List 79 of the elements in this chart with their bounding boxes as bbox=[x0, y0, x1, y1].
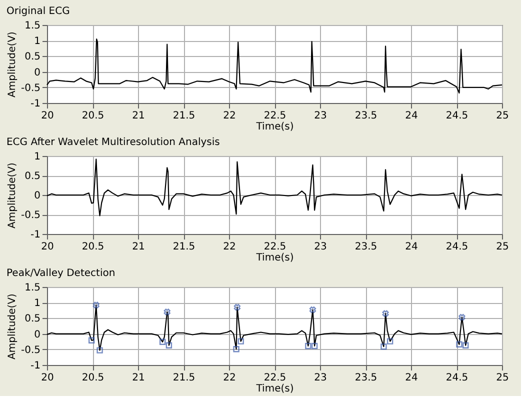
y-tick-label: 0 bbox=[34, 190, 40, 202]
chart-title: Original ECG bbox=[6, 6, 70, 17]
x-tick-label: 21.5 bbox=[172, 242, 196, 252]
x-tick-label: 22 bbox=[223, 242, 236, 252]
x-tick-label: 21 bbox=[132, 110, 145, 122]
point bbox=[92, 302, 100, 308]
x-tick-label: 21.5 bbox=[172, 372, 196, 384]
point bbox=[88, 337, 95, 344]
x-tick-label: 24.5 bbox=[446, 110, 468, 122]
point bbox=[311, 342, 318, 350]
x-tick-label: 20.5 bbox=[82, 110, 104, 122]
x-axis-title: Time(s) bbox=[255, 252, 294, 264]
y-tick-label: 0.5 bbox=[24, 52, 40, 63]
x-tick-label: 21 bbox=[132, 372, 145, 384]
x-axis-title: Time(s) bbox=[255, 384, 294, 394]
point bbox=[238, 338, 244, 344]
chart-title: Peak/Valley Detection bbox=[6, 268, 116, 279]
point bbox=[305, 342, 312, 350]
x-tick-label: 23.5 bbox=[354, 372, 378, 384]
point bbox=[382, 310, 389, 317]
point bbox=[456, 341, 462, 348]
x-tick-label: 23 bbox=[314, 372, 327, 384]
y-tick-label: -1 bbox=[30, 98, 40, 110]
y-axis-title: Amplitude(V) bbox=[6, 293, 18, 360]
x-tick-label: 25 bbox=[496, 242, 509, 252]
point bbox=[380, 343, 387, 350]
point bbox=[234, 304, 240, 311]
y-tick-label: -0.5 bbox=[20, 344, 40, 356]
x-tick-label: 21 bbox=[132, 242, 145, 252]
x-tick-label: 20 bbox=[41, 110, 54, 122]
y-tick-label: 1.5 bbox=[24, 282, 40, 294]
point bbox=[386, 338, 394, 344]
point bbox=[164, 308, 170, 316]
x-tick-label: 24 bbox=[405, 110, 418, 122]
x-tick-label: 24 bbox=[405, 372, 418, 384]
x-tick-label: 24.5 bbox=[446, 372, 468, 384]
point bbox=[458, 314, 466, 321]
x-tick-label: 23.5 bbox=[354, 242, 378, 252]
x-tick-label: 23 bbox=[314, 110, 327, 122]
y-tick-label: -1 bbox=[30, 360, 40, 372]
y-tick-label: 1 bbox=[34, 36, 40, 48]
point bbox=[166, 342, 172, 348]
line-series bbox=[46, 38, 503, 94]
x-tick-label: 20.5 bbox=[82, 242, 104, 252]
chart-title: ECG After Wavelet Multiresolution Analysis bbox=[6, 137, 220, 148]
y-tick-label: 1 bbox=[34, 152, 40, 162]
x-tick-label: 25 bbox=[496, 372, 509, 384]
x-tick-label: 22.5 bbox=[264, 242, 286, 252]
y-tick-label: 0.5 bbox=[24, 171, 40, 182]
y-axis-title: Amplitude(V) bbox=[6, 31, 18, 98]
point bbox=[96, 347, 103, 354]
x-tick-label: 24 bbox=[405, 242, 418, 252]
x-tick-label: 20 bbox=[41, 372, 54, 384]
y-tick-label: 0 bbox=[34, 67, 40, 78]
point bbox=[309, 306, 316, 314]
y-tick-label: 1 bbox=[34, 298, 40, 310]
y-tick-label: -1 bbox=[30, 230, 40, 240]
point bbox=[233, 346, 240, 352]
point bbox=[159, 338, 166, 346]
x-tick-label: 23.5 bbox=[354, 110, 378, 122]
x-tick-label: 23 bbox=[314, 242, 327, 252]
y-tick-label: -0.5 bbox=[20, 210, 40, 221]
x-tick-label: 20 bbox=[41, 242, 54, 252]
y-axis-title: Amplitude(V) bbox=[6, 162, 18, 228]
y-tick-label: 0.5 bbox=[24, 314, 40, 325]
x-tick-label: 22 bbox=[223, 110, 236, 122]
x-axis-title: Time(s) bbox=[255, 122, 294, 132]
y-tick-label: -0.5 bbox=[20, 82, 40, 94]
x-tick-label: 22 bbox=[223, 372, 236, 384]
x-tick-label: 25 bbox=[496, 110, 509, 122]
x-tick-label: 22.5 bbox=[264, 110, 286, 122]
y-tick-label: 1.5 bbox=[24, 20, 40, 32]
y-tick-label: 0 bbox=[34, 329, 40, 340]
x-tick-label: 24.5 bbox=[446, 242, 468, 252]
x-tick-label: 20.5 bbox=[82, 372, 104, 384]
x-tick-label: 21.5 bbox=[172, 110, 196, 122]
line-series bbox=[46, 158, 503, 216]
x-tick-label: 22.5 bbox=[264, 372, 286, 384]
point bbox=[462, 342, 469, 348]
